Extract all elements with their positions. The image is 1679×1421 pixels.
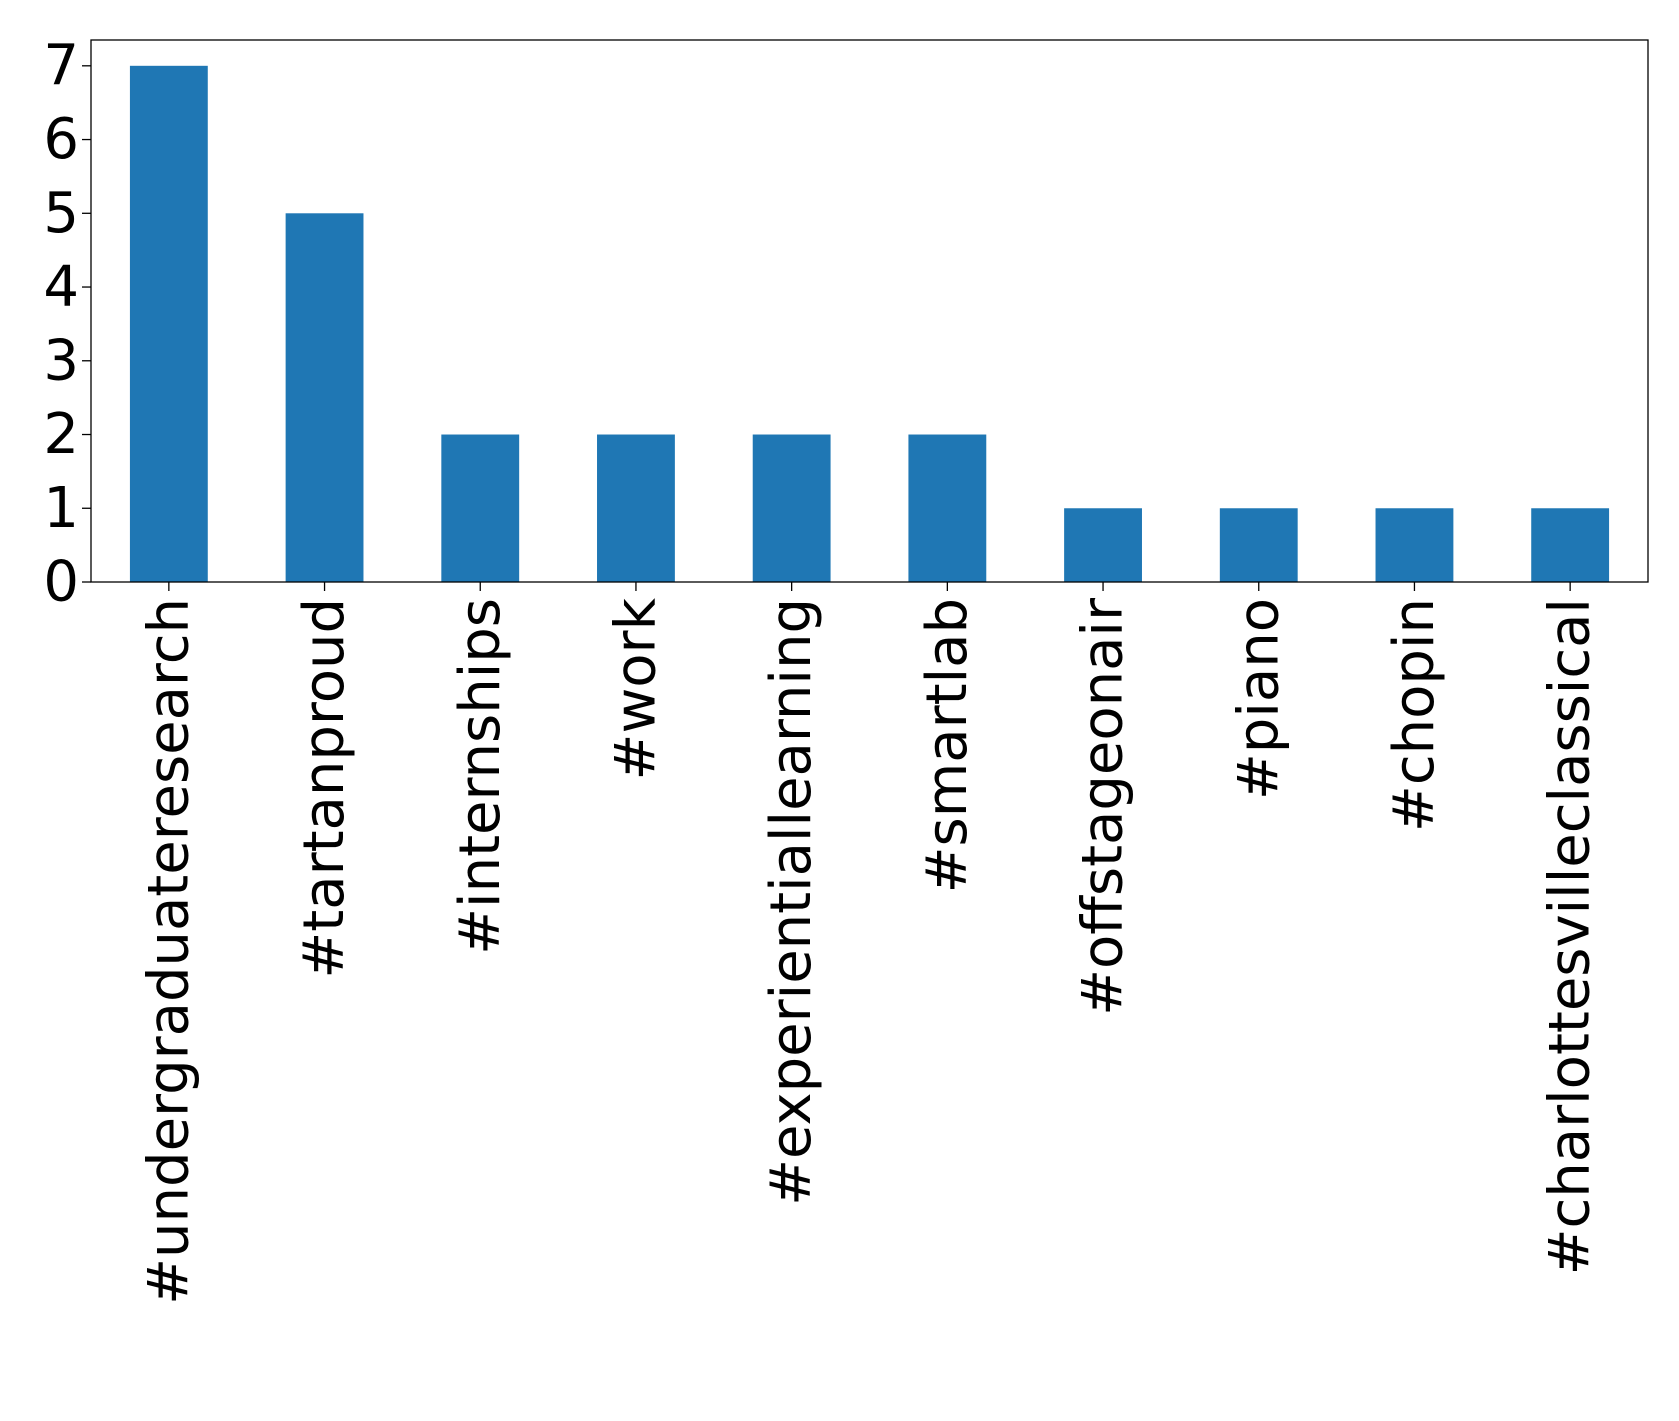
bar (285, 213, 364, 582)
y-tick-label: 5 (43, 181, 79, 246)
bar (1531, 508, 1610, 582)
bar (752, 434, 831, 582)
x-tick-label: #work (603, 597, 668, 780)
x-tick-label: #chopin (1382, 598, 1447, 832)
bar (597, 434, 675, 582)
bars-layer (129, 65, 1610, 583)
y-tick-label: 0 (43, 550, 79, 615)
y-tick-label: 6 (43, 107, 79, 172)
y-tick-label: 3 (43, 328, 79, 393)
bar (908, 434, 987, 582)
bar (441, 434, 520, 582)
y-tick-label: 1 (43, 476, 79, 541)
x-tick-label: #piano (1226, 598, 1291, 800)
y-tick-label: 2 (43, 402, 79, 467)
x-tick-label: #internships (448, 598, 513, 955)
x-tick-label: #experientiallearning (759, 598, 824, 1206)
y-tick-label: 7 (43, 33, 79, 98)
y-tick-label: 4 (43, 255, 79, 320)
bar (129, 65, 208, 583)
y-axis: 0 1 2 3 4 5 6 7 (43, 33, 91, 615)
x-tick-label: #undergraduateresearch (136, 598, 201, 1305)
bar (1375, 508, 1454, 582)
x-axis: #undergraduateresearch #tartanproud #inter… (136, 582, 1603, 1305)
bar (1064, 508, 1142, 582)
x-tick-label: #offstageonair (1071, 597, 1136, 1016)
plot-frame (90, 39, 1649, 583)
bar (1219, 508, 1298, 582)
x-tick-label: #smartlab (915, 598, 980, 893)
x-tick-label: #charlottesvilleclassical (1538, 598, 1603, 1275)
x-tick-label: #tartanproud (292, 598, 357, 979)
